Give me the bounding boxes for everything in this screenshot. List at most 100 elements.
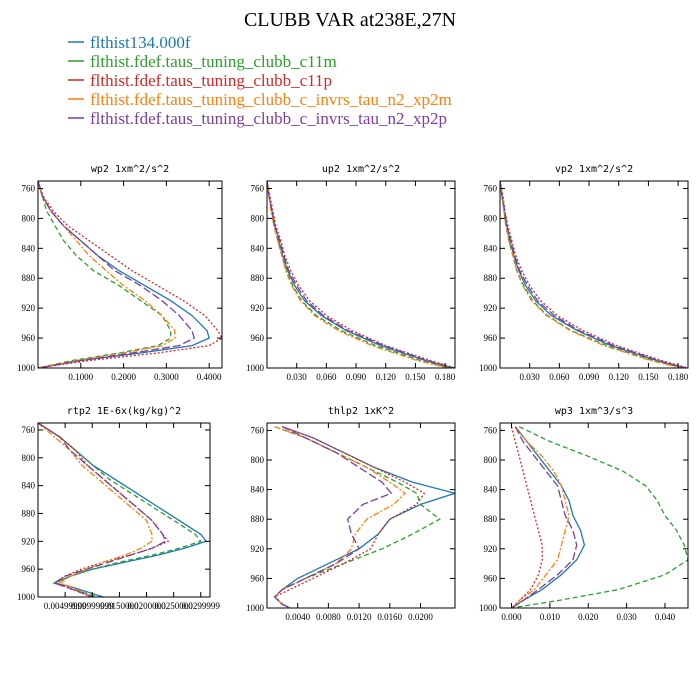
plot-frame [499, 422, 689, 609]
y-tick-label: 760 [22, 425, 36, 435]
series-line [511, 426, 578, 608]
panel-title: vp2 1xm^2/s^2 [555, 164, 633, 175]
chart-panel: up2 1xm^2/s^2 760 800 840 880 920 960 1000 0.030… [246, 164, 456, 382]
chart-panel: wp2 1xm^2/s^2 760 800 840 880 920 960 1000 0.100… [17, 164, 223, 382]
x-tick-label: 0.120 [376, 372, 397, 382]
series-line [511, 426, 688, 608]
series-line [500, 181, 686, 368]
x-tick-label: 0.00999999 [71, 601, 114, 611]
y-tick-label: 840 [251, 485, 265, 495]
y-tick-label: 760 [22, 183, 36, 193]
x-tick-label: 0.2000 [111, 372, 136, 382]
y-tick-label: 800 [22, 213, 36, 223]
chart-panel: vp2 1xm^2/s^2 760 800 840 880 920 960 1000 0.030… [479, 164, 689, 382]
plot-frame [37, 422, 211, 598]
y-tick-label: 880 [484, 273, 498, 283]
y-tick-label: 920 [251, 303, 265, 313]
y-tick-label: 960 [251, 573, 265, 583]
x-tick-label: 0.040 [655, 612, 676, 622]
x-tick-label: 0.3000 [154, 372, 179, 382]
panel-title: rtp2 1E-6x(kg/kg)^2 [67, 406, 181, 417]
series-line [38, 423, 153, 597]
legend-entry: flthist.fdef.taus_tuning_clubb_c11m [90, 52, 337, 71]
y-tick-label: 760 [484, 183, 498, 193]
y-tick-label: 1000 [17, 592, 36, 602]
y-tick-label: 920 [22, 536, 36, 546]
y-tick-label: 840 [484, 243, 498, 253]
y-tick-label: 920 [484, 544, 498, 554]
series-line [38, 181, 176, 368]
series-line [267, 181, 451, 368]
x-tick-label: 0.0150000 [100, 601, 139, 611]
x-tick-label: 0.090 [346, 372, 367, 382]
plot-frame [266, 180, 456, 369]
series-line [510, 426, 543, 608]
legend-entry: flthist.fdef.taus_tuning_clubb_c_invrs_t… [90, 109, 447, 128]
y-tick-label: 1000 [479, 363, 498, 373]
y-tick-label: 1000 [246, 363, 265, 373]
x-tick-label: 0.030 [616, 612, 637, 622]
y-tick-label: 760 [251, 183, 265, 193]
x-tick-label: 0.0200 [408, 612, 433, 622]
x-tick-label: 0.030 [520, 372, 541, 382]
x-tick-label: 0.010 [540, 612, 561, 622]
y-tick-label: 920 [22, 303, 36, 313]
panel-title: up2 1xm^2/s^2 [322, 164, 400, 175]
panel-title: wp2 1xm^2/s^2 [91, 164, 169, 175]
x-tick-label: 0.150 [638, 372, 659, 382]
y-tick-label: 760 [484, 425, 498, 435]
series-line [500, 181, 682, 368]
chart-panel: thlp2 1xK^2 760 800 840 880 920 960 1000 0.0040 0… [246, 406, 456, 622]
y-tick-label: 920 [251, 544, 265, 554]
x-tick-label: 0.0120 [347, 612, 372, 622]
x-tick-label: 0.00499999 [44, 601, 87, 611]
legend-entry: flthist.fdef.taus_tuning_clubb_c11p [90, 71, 332, 90]
y-tick-label: 960 [484, 333, 498, 343]
series-line [511, 426, 586, 608]
x-tick-label: 0.0040 [285, 612, 310, 622]
panel-title: wp3 1xm^3/s^3 [555, 406, 633, 417]
y-tick-label: 880 [484, 514, 498, 524]
series-line [38, 181, 172, 368]
series-line [267, 181, 455, 368]
y-tick-label: 800 [484, 455, 498, 465]
series-line [38, 181, 222, 368]
y-tick-label: 800 [251, 213, 265, 223]
x-tick-label: 0.1000 [68, 372, 93, 382]
y-tick-label: 880 [22, 508, 36, 518]
y-tick-label: 960 [22, 333, 36, 343]
x-tick-label: 0.0299999 [182, 601, 221, 611]
chart-panel: wp3 1xm^3/s^3 760 800 840 880 920 960 10000.000… [479, 406, 689, 622]
y-tick-label: 880 [22, 273, 36, 283]
y-tick-label: 880 [251, 273, 265, 283]
x-tick-label: 0.020 [578, 612, 599, 622]
plot-frame [37, 180, 223, 369]
series-line [38, 423, 208, 597]
x-tick-label: 0.180 [668, 372, 689, 382]
series-line [38, 423, 167, 597]
y-tick-label: 840 [22, 481, 36, 491]
x-tick-label: 0.180 [435, 372, 456, 382]
y-tick-label: 960 [251, 333, 265, 343]
series-line [38, 181, 210, 368]
x-tick-label: 0.120 [609, 372, 630, 382]
series-line [38, 181, 195, 368]
x-tick-label: 0.150 [405, 372, 426, 382]
series-line [500, 181, 688, 368]
y-tick-label: 920 [484, 303, 498, 313]
legend-entry: flthist.fdef.taus_tuning_clubb_c_invrs_t… [90, 90, 452, 109]
plot-frame [266, 422, 456, 609]
x-tick-label: 0.0250000 [155, 601, 194, 611]
y-tick-label: 1000 [17, 363, 36, 373]
chart-panels: wp2 1xm^2/s^2 760 800 840 880 920 960 1000 0.100… [17, 164, 689, 622]
series-line [267, 181, 455, 368]
x-tick-label: 0.0160 [377, 612, 402, 622]
legend-entry: flthist134.000f [90, 33, 191, 52]
x-tick-label: 0.060 [549, 372, 570, 382]
panel-title: thlp2 1xK^2 [328, 406, 394, 417]
chart-panel: rtp2 1E-6x(kg/kg)^2 760 800 840 880 920 960 100… [17, 406, 220, 611]
x-tick-label: 0.030 [287, 372, 308, 382]
x-tick-label: 0.000 [501, 612, 522, 622]
y-tick-label: 840 [251, 243, 265, 253]
